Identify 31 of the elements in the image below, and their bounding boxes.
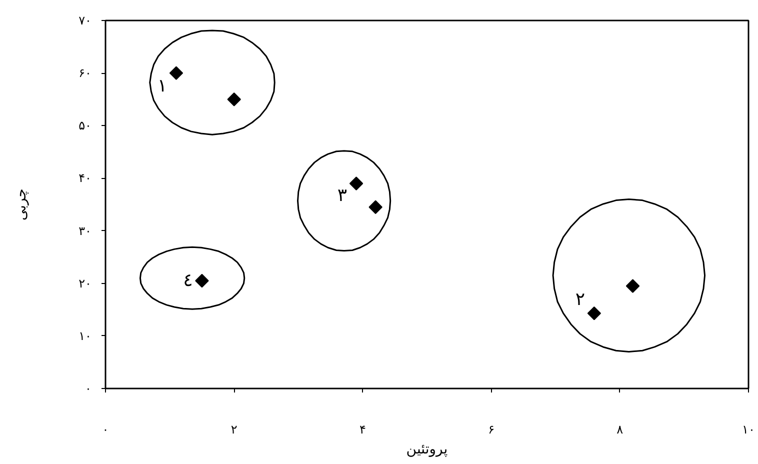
- line-series: [297, 150, 392, 252]
- x-tick-label: ۱۰: [742, 422, 755, 436]
- x-axis-title: پروتئین: [406, 442, 448, 458]
- point: [349, 176, 364, 190]
- point: [368, 200, 382, 214]
- series-label: ۳: [337, 184, 348, 206]
- y-axis-title: چربی: [14, 188, 30, 220]
- y-tick-label: ۰: [85, 382, 92, 396]
- y-tick-label: ۷۰: [78, 14, 92, 28]
- series-label: ٤: [183, 270, 193, 292]
- point: [626, 279, 640, 293]
- point: [587, 306, 602, 320]
- line-series: [139, 246, 246, 310]
- x-tick-label: ۶: [488, 422, 495, 436]
- y-tick-label: ۳۰: [78, 224, 92, 238]
- x-tick-label: ۸: [616, 422, 624, 436]
- x-tick-label: ۴: [359, 422, 366, 436]
- point: [169, 66, 184, 80]
- y-tick-label: ۲۰: [78, 276, 92, 290]
- series-label: ۱: [157, 76, 168, 97]
- y-tick-label: ۵۰: [78, 118, 92, 133]
- y-tick-label: ۱۰: [78, 328, 92, 343]
- series-label: ۲: [575, 289, 586, 310]
- line-series: [149, 30, 276, 136]
- line-series: [552, 198, 706, 352]
- x-tick-label: ۲: [230, 422, 238, 436]
- point: [195, 274, 209, 288]
- x-tick-label: ۰: [102, 422, 109, 436]
- y-tick-label: ۶۰: [78, 66, 92, 80]
- y-tick-label: ۴۰: [78, 171, 92, 186]
- point: [227, 92, 241, 106]
